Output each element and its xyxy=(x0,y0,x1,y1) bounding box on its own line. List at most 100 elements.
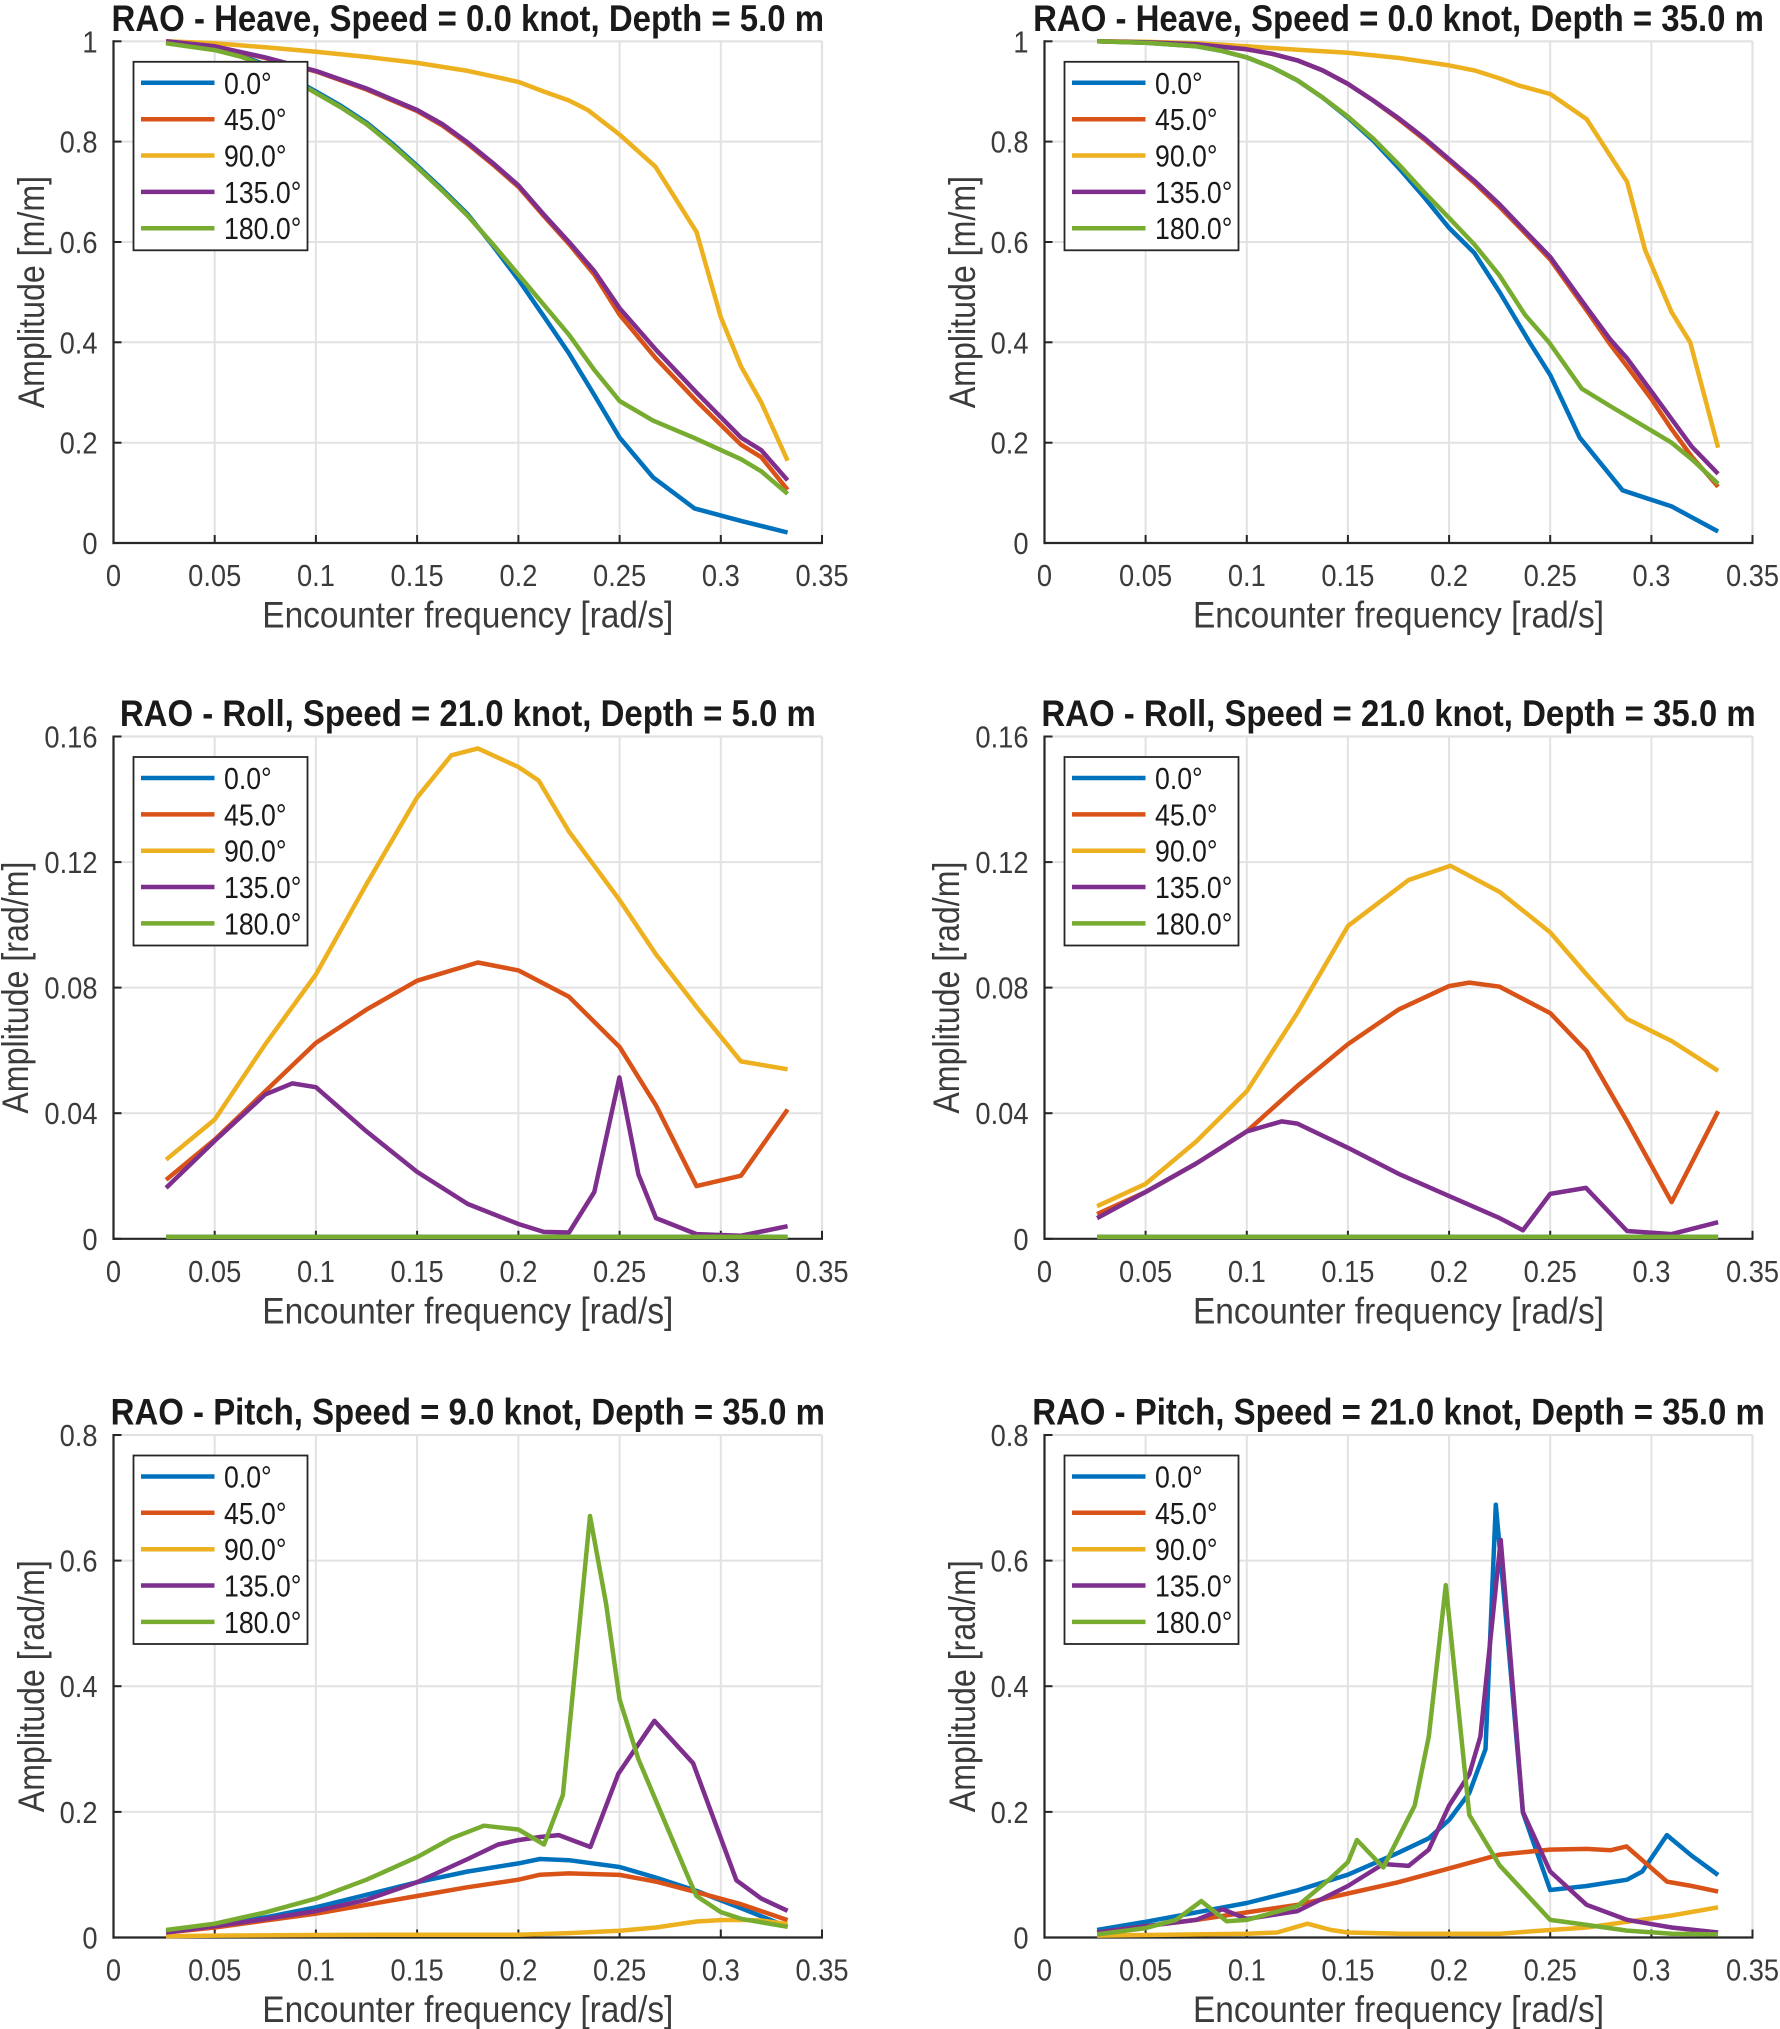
svg-text:135.0°: 135.0° xyxy=(1155,871,1232,905)
svg-text:0: 0 xyxy=(82,1223,97,1257)
svg-text:1: 1 xyxy=(82,26,97,60)
svg-text:0.3: 0.3 xyxy=(702,1954,740,1988)
svg-text:0.35: 0.35 xyxy=(1726,1255,1779,1289)
svg-text:0.1: 0.1 xyxy=(297,559,335,593)
svg-text:0: 0 xyxy=(106,1255,121,1289)
svg-text:RAO - Roll, Speed = 21.0 knot,: RAO - Roll, Speed = 21.0 knot, Depth = 3… xyxy=(1041,693,1755,734)
svg-text:0.1: 0.1 xyxy=(1228,559,1266,593)
svg-text:0.04: 0.04 xyxy=(975,1098,1028,1132)
svg-text:0.04: 0.04 xyxy=(44,1098,97,1132)
svg-text:Amplitude [m/m]: Amplitude [m/m] xyxy=(943,176,984,408)
svg-text:0.0°: 0.0° xyxy=(1155,67,1203,101)
svg-text:0.25: 0.25 xyxy=(593,1954,646,1988)
svg-text:0.6: 0.6 xyxy=(60,226,98,260)
svg-text:0.2: 0.2 xyxy=(60,1796,98,1830)
svg-text:135.0°: 135.0° xyxy=(224,871,301,905)
svg-text:RAO - Pitch, Speed = 21.0 knot: RAO - Pitch, Speed = 21.0 knot, Depth = … xyxy=(1032,1392,1765,1433)
svg-text:90.0°: 90.0° xyxy=(1155,140,1218,174)
svg-text:0.2: 0.2 xyxy=(1430,559,1468,593)
svg-text:Amplitude [rad/m]: Amplitude [rad/m] xyxy=(927,862,968,1114)
svg-text:0.3: 0.3 xyxy=(1632,559,1670,593)
svg-text:180.0°: 180.0° xyxy=(224,908,301,942)
svg-text:0.15: 0.15 xyxy=(1321,559,1374,593)
svg-text:45.0°: 45.0° xyxy=(224,1497,287,1531)
svg-text:90.0°: 90.0° xyxy=(224,1533,287,1567)
svg-text:0.4: 0.4 xyxy=(991,327,1029,361)
svg-text:Encounter frequency [rad/s]: Encounter frequency [rad/s] xyxy=(1193,1989,1604,2029)
svg-text:90.0°: 90.0° xyxy=(224,835,287,869)
svg-text:0.0°: 0.0° xyxy=(224,1461,272,1495)
svg-text:0.05: 0.05 xyxy=(188,559,241,593)
svg-text:0.6: 0.6 xyxy=(991,226,1029,260)
svg-text:0.4: 0.4 xyxy=(991,1671,1029,1705)
svg-text:0.12: 0.12 xyxy=(44,847,97,881)
svg-text:0: 0 xyxy=(1013,1922,1028,1956)
svg-text:0.1: 0.1 xyxy=(297,1954,335,1988)
svg-text:0.35: 0.35 xyxy=(1726,1954,1779,1988)
svg-text:0.8: 0.8 xyxy=(60,1419,98,1453)
svg-text:0.3: 0.3 xyxy=(702,1255,740,1289)
svg-text:0.3: 0.3 xyxy=(1632,1954,1670,1988)
svg-text:0: 0 xyxy=(1037,1954,1052,1988)
svg-text:0: 0 xyxy=(106,1954,121,1988)
svg-text:0.4: 0.4 xyxy=(60,327,98,361)
svg-text:45.0°: 45.0° xyxy=(224,103,287,137)
svg-text:0.08: 0.08 xyxy=(975,972,1028,1006)
svg-text:0.0°: 0.0° xyxy=(224,762,272,796)
svg-text:0.25: 0.25 xyxy=(593,559,646,593)
svg-text:0.25: 0.25 xyxy=(593,1255,646,1289)
svg-text:0.35: 0.35 xyxy=(795,1255,848,1289)
svg-text:0.2: 0.2 xyxy=(1430,1255,1468,1289)
svg-text:135.0°: 135.0° xyxy=(224,1570,301,1604)
svg-text:0.1: 0.1 xyxy=(1228,1255,1266,1289)
svg-text:90.0°: 90.0° xyxy=(224,140,287,174)
svg-text:90.0°: 90.0° xyxy=(1155,835,1218,869)
svg-text:Amplitude [rad/m]: Amplitude [rad/m] xyxy=(0,862,37,1114)
svg-text:135.0°: 135.0° xyxy=(1155,1570,1232,1604)
svg-text:0.0°: 0.0° xyxy=(1155,1461,1203,1495)
svg-text:0.4: 0.4 xyxy=(60,1671,98,1705)
svg-text:0.25: 0.25 xyxy=(1524,1954,1577,1988)
svg-text:0.3: 0.3 xyxy=(1632,1255,1670,1289)
svg-text:0.2: 0.2 xyxy=(499,559,537,593)
svg-text:0: 0 xyxy=(82,527,97,561)
svg-text:0.16: 0.16 xyxy=(44,721,97,755)
svg-text:Amplitude [rad/m]: Amplitude [rad/m] xyxy=(943,1560,984,1812)
svg-text:0.08: 0.08 xyxy=(44,972,97,1006)
svg-text:180.0°: 180.0° xyxy=(1155,1606,1232,1640)
svg-text:Encounter frequency [rad/s]: Encounter frequency [rad/s] xyxy=(262,1989,673,2029)
svg-text:Amplitude [m/m]: Amplitude [m/m] xyxy=(12,176,53,408)
svg-text:135.0°: 135.0° xyxy=(224,176,301,210)
svg-text:0.15: 0.15 xyxy=(1321,1255,1374,1289)
svg-text:0.15: 0.15 xyxy=(391,1255,444,1289)
svg-text:0.05: 0.05 xyxy=(1119,1255,1172,1289)
svg-text:0: 0 xyxy=(106,559,121,593)
svg-text:1: 1 xyxy=(1013,26,1028,60)
svg-text:0.15: 0.15 xyxy=(391,559,444,593)
svg-text:0.16: 0.16 xyxy=(975,721,1028,755)
svg-text:45.0°: 45.0° xyxy=(1155,1497,1218,1531)
svg-text:0.8: 0.8 xyxy=(60,126,98,160)
svg-text:0.35: 0.35 xyxy=(795,559,848,593)
svg-text:Encounter frequency [rad/s]: Encounter frequency [rad/s] xyxy=(262,1291,673,1332)
svg-text:45.0°: 45.0° xyxy=(1155,799,1218,833)
svg-text:0.05: 0.05 xyxy=(188,1954,241,1988)
svg-text:Encounter frequency [rad/s]: Encounter frequency [rad/s] xyxy=(1193,1291,1604,1332)
svg-text:0: 0 xyxy=(82,1922,97,1956)
svg-text:0.15: 0.15 xyxy=(1321,1954,1374,1988)
svg-text:0.05: 0.05 xyxy=(1119,1954,1172,1988)
svg-text:0.2: 0.2 xyxy=(499,1255,537,1289)
svg-text:0.6: 0.6 xyxy=(60,1545,98,1579)
svg-text:RAO - Heave, Speed = 0.0 knot,: RAO - Heave, Speed = 0.0 knot, Depth = 3… xyxy=(1033,0,1764,39)
svg-text:0.2: 0.2 xyxy=(499,1954,537,1988)
svg-text:Encounter frequency [rad/s]: Encounter frequency [rad/s] xyxy=(1193,595,1604,636)
svg-text:0.25: 0.25 xyxy=(1524,1255,1577,1289)
svg-text:0.05: 0.05 xyxy=(188,1255,241,1289)
svg-text:180.0°: 180.0° xyxy=(1155,908,1232,942)
svg-text:0.1: 0.1 xyxy=(1228,1954,1266,1988)
svg-text:180.0°: 180.0° xyxy=(224,212,301,246)
svg-text:RAO - Heave, Speed = 0.0 knot,: RAO - Heave, Speed = 0.0 knot, Depth = 5… xyxy=(112,0,824,39)
svg-text:0.2: 0.2 xyxy=(60,427,98,461)
svg-text:0.1: 0.1 xyxy=(297,1255,335,1289)
svg-text:0.12: 0.12 xyxy=(975,847,1028,881)
